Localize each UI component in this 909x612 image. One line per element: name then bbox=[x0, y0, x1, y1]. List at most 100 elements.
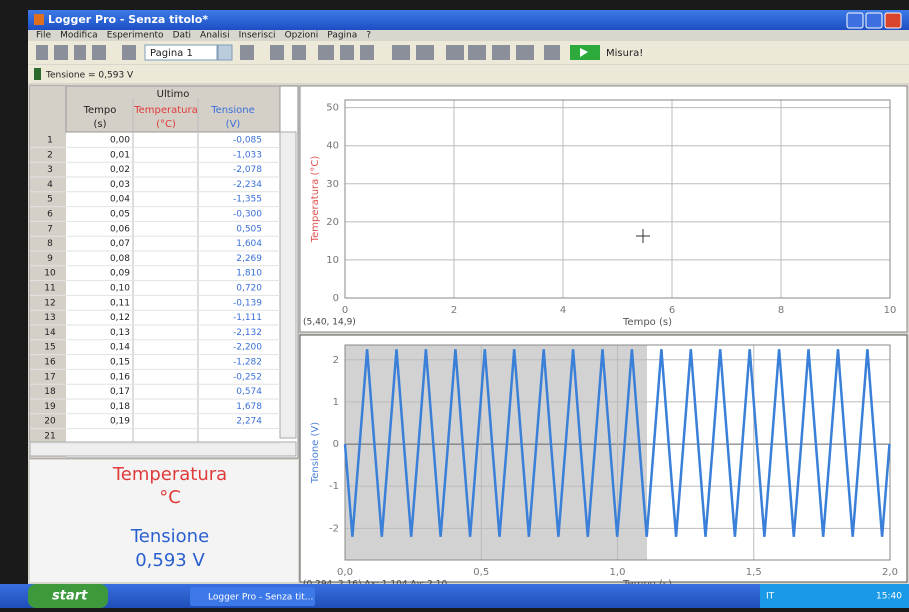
row-number: 10 bbox=[44, 269, 56, 279]
row-number: 17 bbox=[44, 372, 55, 382]
row-number: 14 bbox=[44, 328, 56, 338]
x-axis-label: Tempo (s) bbox=[622, 317, 672, 328]
cell: 1,678 bbox=[236, 402, 262, 412]
row-number: 9 bbox=[47, 254, 53, 264]
readout: (5,40, 14,9) bbox=[303, 318, 356, 328]
row-number: 3 bbox=[47, 165, 53, 175]
cell: 0,17 bbox=[110, 387, 130, 397]
cell: -2,200 bbox=[233, 343, 262, 353]
close[interactable] bbox=[885, 13, 901, 28]
y-tick-label: -2 bbox=[329, 523, 339, 534]
row-number: 6 bbox=[47, 210, 53, 220]
graph-top bbox=[300, 86, 907, 332]
menu-item[interactable]: Opzioni bbox=[285, 31, 319, 41]
cell: 0,19 bbox=[110, 417, 130, 427]
column-unit: (V) bbox=[226, 119, 241, 130]
cell: -2,132 bbox=[233, 328, 262, 338]
menu-item[interactable]: Esperimento bbox=[107, 31, 164, 41]
menu-item[interactable]: Analisi bbox=[200, 31, 230, 41]
row-number: 13 bbox=[44, 313, 55, 323]
column-unit: (°C) bbox=[156, 119, 176, 130]
x-tick-label: 2,0 bbox=[882, 567, 898, 578]
cell: -0,252 bbox=[233, 372, 262, 382]
y-tick-label: 20 bbox=[326, 217, 339, 228]
y-tick-label: 0 bbox=[333, 293, 339, 304]
meter-value: °C bbox=[159, 487, 181, 508]
column-name: Temperatura bbox=[133, 105, 198, 116]
dropdown-arrow[interactable] bbox=[218, 45, 232, 60]
cell: 0,574 bbox=[236, 387, 262, 397]
cell: 0,505 bbox=[236, 224, 262, 234]
cell: -0,085 bbox=[233, 136, 262, 146]
menu-item[interactable]: Pagina bbox=[327, 31, 357, 41]
row-number: 5 bbox=[47, 195, 53, 205]
menu-item[interactable]: ? bbox=[366, 31, 371, 41]
cell: -2,078 bbox=[233, 165, 262, 175]
start-label[interactable]: start bbox=[52, 589, 88, 604]
cell: -1,282 bbox=[233, 358, 262, 368]
y-tick-label: 10 bbox=[326, 255, 339, 266]
row-number: 16 bbox=[44, 358, 56, 368]
row-number: 2 bbox=[47, 150, 53, 160]
x-tick-label: 0,5 bbox=[473, 567, 489, 578]
cell: 1,604 bbox=[236, 239, 262, 249]
sensor-icon bbox=[34, 68, 41, 80]
column-name: Tempo bbox=[83, 105, 117, 116]
cell: 0,02 bbox=[110, 165, 130, 175]
cell: -0,300 bbox=[233, 210, 262, 220]
row-number: 12 bbox=[44, 298, 55, 308]
task-label[interactable]: Logger Pro - Senza tit... bbox=[208, 593, 313, 603]
menu-item[interactable]: Dati bbox=[173, 31, 191, 41]
table-group: Ultimo bbox=[157, 89, 190, 100]
selection-region bbox=[345, 345, 647, 560]
cell: 0,04 bbox=[110, 195, 130, 205]
maximize[interactable] bbox=[866, 13, 882, 28]
y-tick-label: 40 bbox=[326, 141, 339, 152]
menu-item[interactable]: Inserisci bbox=[239, 31, 276, 41]
y-axis-label: Temperatura (°C) bbox=[310, 156, 321, 244]
cell: 0,10 bbox=[110, 284, 130, 294]
x-tick-label: 4 bbox=[560, 305, 566, 316]
cell: -1,033 bbox=[233, 150, 262, 160]
y-tick-label: 2 bbox=[333, 355, 339, 366]
cell: 0,11 bbox=[110, 298, 130, 308]
cell: 0,06 bbox=[110, 224, 130, 234]
cell: 0,09 bbox=[110, 269, 130, 279]
collect-label[interactable]: Misura! bbox=[606, 48, 643, 59]
y-axis-label: Tensione (V) bbox=[310, 422, 321, 484]
x-tick-label: 2 bbox=[451, 305, 457, 316]
row-number: 19 bbox=[44, 402, 56, 412]
h-scrollbar[interactable] bbox=[30, 442, 296, 456]
meter-label: Tensione bbox=[130, 526, 209, 547]
x-tick-label: 10 bbox=[884, 305, 897, 316]
window-title: Logger Pro - Senza titolo* bbox=[48, 13, 208, 26]
status-text: Tensione = 0,593 V bbox=[45, 71, 134, 81]
cell: 0,08 bbox=[110, 254, 130, 264]
scrollbar[interactable] bbox=[280, 132, 296, 438]
x-tick-label: 0 bbox=[342, 305, 348, 316]
status-bar bbox=[28, 65, 909, 83]
cell: 0,00 bbox=[110, 136, 130, 146]
row-number: 18 bbox=[44, 387, 56, 397]
app-icon bbox=[34, 14, 44, 25]
clock: 15:40 bbox=[876, 592, 902, 602]
meter-value: 0,593 V bbox=[135, 550, 205, 571]
row-number: 8 bbox=[47, 239, 53, 249]
minimize[interactable] bbox=[847, 13, 863, 28]
row-number: 11 bbox=[44, 284, 55, 294]
menu-item[interactable]: Modifica bbox=[60, 31, 98, 41]
row-number: 15 bbox=[44, 343, 55, 353]
column-unit: (s) bbox=[93, 119, 106, 130]
cell: -1,111 bbox=[233, 313, 262, 323]
cell: 0,15 bbox=[110, 358, 130, 368]
y-tick-label: 30 bbox=[326, 179, 339, 190]
cell: 0,720 bbox=[236, 284, 262, 294]
cell: 0,03 bbox=[110, 180, 130, 190]
y-tick-label: -1 bbox=[329, 481, 339, 492]
menu-item[interactable]: File bbox=[36, 31, 52, 41]
y-tick-label: 0 bbox=[333, 439, 339, 450]
column-name: Tensione bbox=[210, 105, 255, 116]
y-tick-label: 1 bbox=[333, 397, 339, 408]
x-tick-label: 6 bbox=[669, 305, 675, 316]
x-tick-label: 1,5 bbox=[746, 567, 762, 578]
